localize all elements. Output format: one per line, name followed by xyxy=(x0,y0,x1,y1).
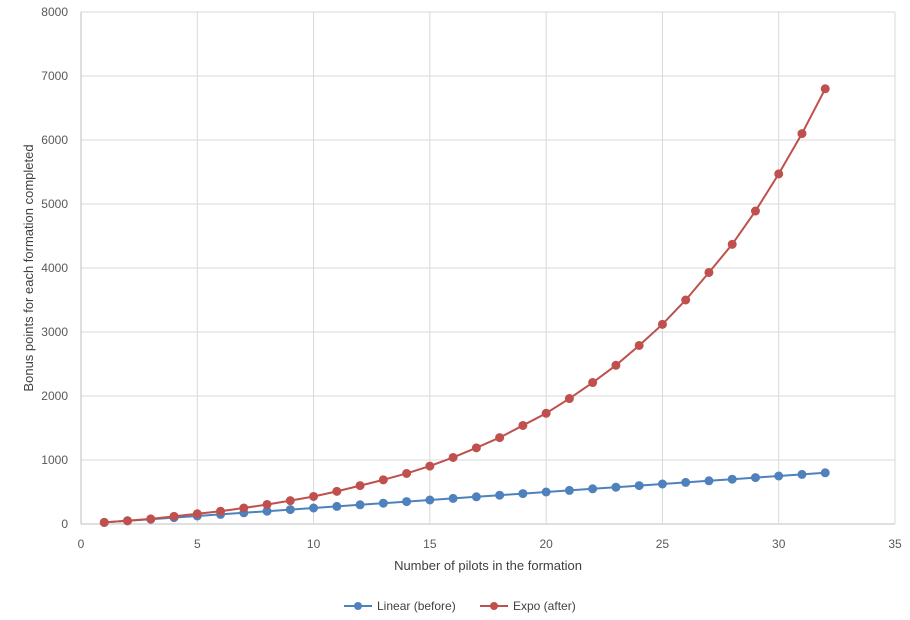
data-point xyxy=(169,511,179,521)
x-tick-label: 10 xyxy=(307,537,321,551)
data-point xyxy=(797,129,807,139)
data-point xyxy=(99,517,109,527)
legend-item: Linear (before) xyxy=(344,599,456,613)
data-point xyxy=(425,461,435,471)
y-tick-label: 7000 xyxy=(41,69,68,83)
x-tick-label: 25 xyxy=(656,537,670,551)
data-point xyxy=(192,509,202,519)
x-tick-label: 35 xyxy=(888,537,902,551)
data-point xyxy=(448,452,458,462)
axis-layer: 0 1000 2000 3000 4000 5000 6000 7000 8000 0 5 10 15 2… xyxy=(41,5,902,551)
data-point xyxy=(309,503,319,513)
data-point xyxy=(750,206,760,216)
data-point xyxy=(425,495,435,505)
data-point xyxy=(564,394,574,404)
data-point xyxy=(588,484,598,494)
data-point xyxy=(495,433,505,443)
data-point xyxy=(588,378,598,388)
data-point xyxy=(797,469,807,479)
series-line xyxy=(104,471,826,524)
legend-swatch-marker xyxy=(490,602,498,610)
y-tick-label: 1000 xyxy=(41,453,68,467)
y-tick-label: 3000 xyxy=(41,325,68,339)
x-axis-title: Number of pilots in the formation xyxy=(394,558,582,573)
data-point xyxy=(262,499,272,509)
y-tick-label: 4000 xyxy=(41,261,68,275)
data-point xyxy=(471,492,481,502)
data-point xyxy=(657,319,667,329)
data-point xyxy=(332,501,342,511)
y-tick-label: 5000 xyxy=(41,197,68,211)
data-point xyxy=(704,267,714,277)
x-tick-label: 0 xyxy=(78,537,85,551)
data-point xyxy=(285,505,295,515)
data-point xyxy=(634,481,644,491)
data-point xyxy=(774,471,784,481)
data-point xyxy=(727,239,737,249)
data-point xyxy=(402,497,412,507)
x-tick-label: 20 xyxy=(539,537,553,551)
y-tick-label: 0 xyxy=(61,517,68,531)
data-point xyxy=(216,506,226,516)
data-point xyxy=(541,408,551,418)
series-expo xyxy=(99,84,830,527)
data-point xyxy=(355,481,365,491)
series-linear xyxy=(99,468,830,527)
y-axis-title: Bonus points for each formation complete… xyxy=(21,144,36,391)
legend-label: Expo (after) xyxy=(513,599,576,613)
data-point xyxy=(471,443,481,453)
x-tick-label: 30 xyxy=(772,537,786,551)
x-tick-label: 5 xyxy=(194,537,201,551)
data-point xyxy=(495,490,505,500)
data-point xyxy=(309,491,319,501)
data-point xyxy=(820,84,830,94)
data-point xyxy=(657,479,667,489)
data-point xyxy=(727,474,737,484)
y-tick-label: 6000 xyxy=(41,133,68,147)
data-point xyxy=(378,475,388,485)
data-point xyxy=(448,493,458,503)
legend: Linear (before) Expo (after) xyxy=(344,599,576,613)
data-point xyxy=(634,340,644,350)
data-point xyxy=(774,169,784,179)
legend-item: Expo (after) xyxy=(480,599,576,613)
data-point xyxy=(378,498,388,508)
data-point xyxy=(611,360,621,370)
data-point xyxy=(704,476,714,486)
legend-swatch-marker xyxy=(354,602,362,610)
data-point xyxy=(820,468,830,478)
series-layer xyxy=(99,84,830,527)
x-tick-label: 15 xyxy=(423,537,437,551)
data-point xyxy=(402,468,412,478)
data-point xyxy=(541,487,551,497)
data-point xyxy=(123,516,133,526)
legend-label: Linear (before) xyxy=(377,599,456,613)
data-point xyxy=(146,514,156,524)
data-point xyxy=(518,489,528,499)
data-point xyxy=(332,486,342,496)
data-point xyxy=(239,503,249,513)
data-point xyxy=(518,420,528,430)
data-point xyxy=(611,482,621,492)
y-tick-label: 2000 xyxy=(41,389,68,403)
data-point xyxy=(750,473,760,483)
data-point xyxy=(355,500,365,510)
data-point xyxy=(681,295,691,305)
data-point xyxy=(564,485,574,495)
grid-layer xyxy=(80,11,896,525)
data-point xyxy=(285,496,295,506)
y-tick-label: 8000 xyxy=(41,5,68,19)
series-line xyxy=(104,88,827,524)
data-point xyxy=(681,477,691,487)
